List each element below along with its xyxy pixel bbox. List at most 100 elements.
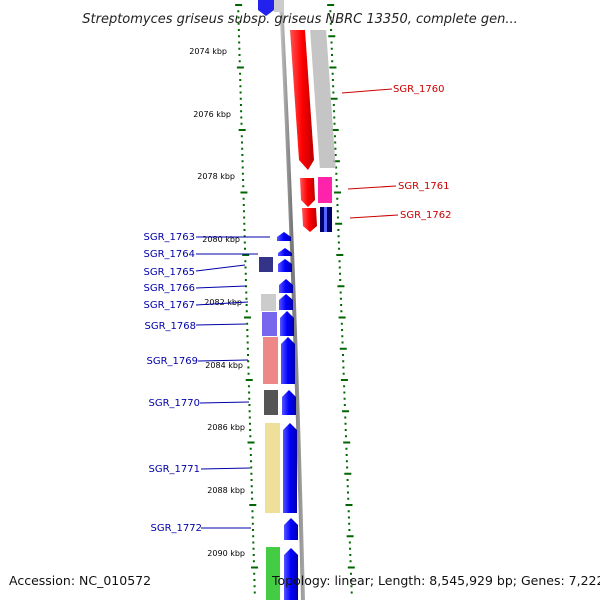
tick-mark	[241, 166, 244, 169]
tick-mark	[340, 379, 348, 381]
tick-mark	[253, 585, 256, 588]
tick-mark	[344, 435, 347, 438]
tick-mark	[239, 91, 242, 94]
tick-mark	[336, 210, 339, 213]
gene-shade-sgr-1769	[263, 337, 278, 384]
tick-mark	[336, 197, 339, 200]
tick-mark	[249, 447, 252, 450]
leader-line-sgr-1767	[195, 301, 249, 306]
tick-mark	[239, 85, 242, 88]
gene-label-sgr-1762[interactable]: SGR_1762	[400, 210, 452, 221]
gene-arrow-sgr-1762[interactable]	[302, 208, 317, 232]
gene-label-sgr-1768[interactable]: SGR_1768	[145, 321, 197, 332]
gene-label-sgr-1761[interactable]: SGR_1761	[398, 181, 450, 192]
tick-mark	[334, 141, 337, 144]
gene-arrow-sgr-1766[interactable]	[279, 279, 293, 293]
gene-arrow-sgr-1760[interactable]	[290, 30, 314, 170]
tick-mark	[343, 397, 346, 400]
tick-mark	[250, 460, 253, 463]
gene-arrow-next[interactable]	[284, 548, 298, 600]
tick-mark	[246, 329, 249, 331]
tick-mark	[330, 41, 333, 44]
gene-label-sgr-1767[interactable]: SGR_1767	[144, 300, 196, 311]
gene-label-sgr-1766[interactable]: SGR_1766	[144, 283, 196, 294]
tick-mark	[327, 4, 335, 6]
tick-mark	[347, 497, 350, 500]
tick-mark	[238, 47, 241, 50]
tick-mark	[246, 335, 249, 338]
tick-mark	[252, 547, 255, 550]
gene-labels: SGR_1760 SGR_1761 SGR_1762 SGR_1763 SGR_…	[144, 84, 452, 534]
tick-mark	[347, 510, 350, 513]
gene-arrow-sgr-1768[interactable]	[280, 311, 294, 336]
scale-label: 2078 kbp	[197, 172, 235, 181]
scale-label: 2076 kbp	[193, 110, 231, 119]
tick-mark	[239, 72, 242, 75]
tick-mark	[340, 310, 343, 313]
gene-arrow-sgr-1765[interactable]	[278, 259, 292, 272]
tick-mark	[347, 491, 350, 494]
gene-shade-sgr-1765	[259, 257, 273, 272]
gene-arrow-previous[interactable]	[258, 0, 274, 16]
tick-mark	[244, 260, 247, 263]
gene-label-sgr-1765[interactable]: SGR_1765	[144, 267, 196, 278]
leader-line-sgr-1769	[197, 359, 249, 362]
tick-mark	[249, 435, 252, 438]
tick-mark	[336, 216, 339, 219]
gene-arrow-sgr-1761[interactable]	[300, 178, 315, 207]
gene-label-sgr-1769[interactable]: SGR_1769	[147, 356, 199, 367]
gene-label-sgr-1770[interactable]: SGR_1770	[149, 398, 201, 409]
tick-mark	[346, 479, 349, 481]
tick-mark	[244, 266, 247, 269]
tick-mark	[241, 147, 244, 150]
tick-mark	[251, 529, 254, 531]
tick-mark	[237, 10, 240, 13]
tick-mark	[335, 166, 338, 169]
gene-label-sgr-1764[interactable]: SGR_1764	[144, 249, 196, 260]
gene-arrow-sgr-1772[interactable]	[284, 518, 298, 540]
tick-mark	[251, 510, 254, 513]
tick-mark	[341, 354, 344, 356]
tick-mark	[238, 129, 246, 131]
tick-mark	[237, 29, 240, 31]
gene-label-sgr-1771[interactable]: SGR_1771	[149, 464, 201, 475]
tick-mark	[329, 10, 332, 13]
gene-label-sgr-1763[interactable]: SGR_1763	[144, 232, 196, 243]
tick-mark	[253, 572, 256, 575]
tick-mark	[237, 22, 240, 25]
tick-mark	[247, 360, 250, 363]
leader-line-sgr-1760	[341, 88, 393, 94]
gene-shade-sgr-1770	[264, 390, 278, 415]
gene-arrow-sgr-1763[interactable]	[277, 232, 291, 241]
tick-mark	[350, 579, 353, 581]
tick-mark	[240, 122, 243, 125]
tick-mark	[248, 416, 251, 419]
tick-mark	[344, 472, 352, 475]
gene-arrow-sgr-1769[interactable]	[281, 337, 295, 384]
gene-arrow-sgr-1771[interactable]	[283, 423, 297, 513]
gene-shade-next	[266, 547, 280, 600]
tick-mark	[345, 460, 348, 463]
topology-summary: Topology: linear; Length: 8,545,929 bp; …	[272, 573, 600, 588]
tick-mark	[337, 285, 345, 288]
tick-mark	[238, 54, 241, 56]
gene-shade-sgr-1767	[261, 294, 276, 311]
gene-arrow-sgr-1764[interactable]	[278, 248, 292, 256]
tick-mark	[250, 472, 253, 475]
tick-mark	[251, 497, 254, 500]
tick-mark	[248, 410, 251, 413]
gene-arrow-sgr-1767[interactable]	[279, 294, 293, 310]
gene-shade-sgr-1761	[318, 177, 332, 203]
tick-mark	[349, 554, 352, 556]
gene-label-sgr-1760[interactable]: SGR_1760	[393, 84, 445, 95]
tick-mark	[331, 129, 339, 131]
tick-mark	[343, 385, 346, 388]
tick-mark	[350, 585, 353, 588]
tick-mark	[246, 322, 249, 325]
tick-mark	[251, 566, 259, 569]
reverse-strand-genes	[258, 0, 336, 232]
tick-mark	[338, 266, 341, 269]
gene-label-sgr-1772[interactable]: SGR_1772	[151, 523, 203, 534]
gene-arrow-sgr-1770[interactable]	[282, 390, 296, 415]
